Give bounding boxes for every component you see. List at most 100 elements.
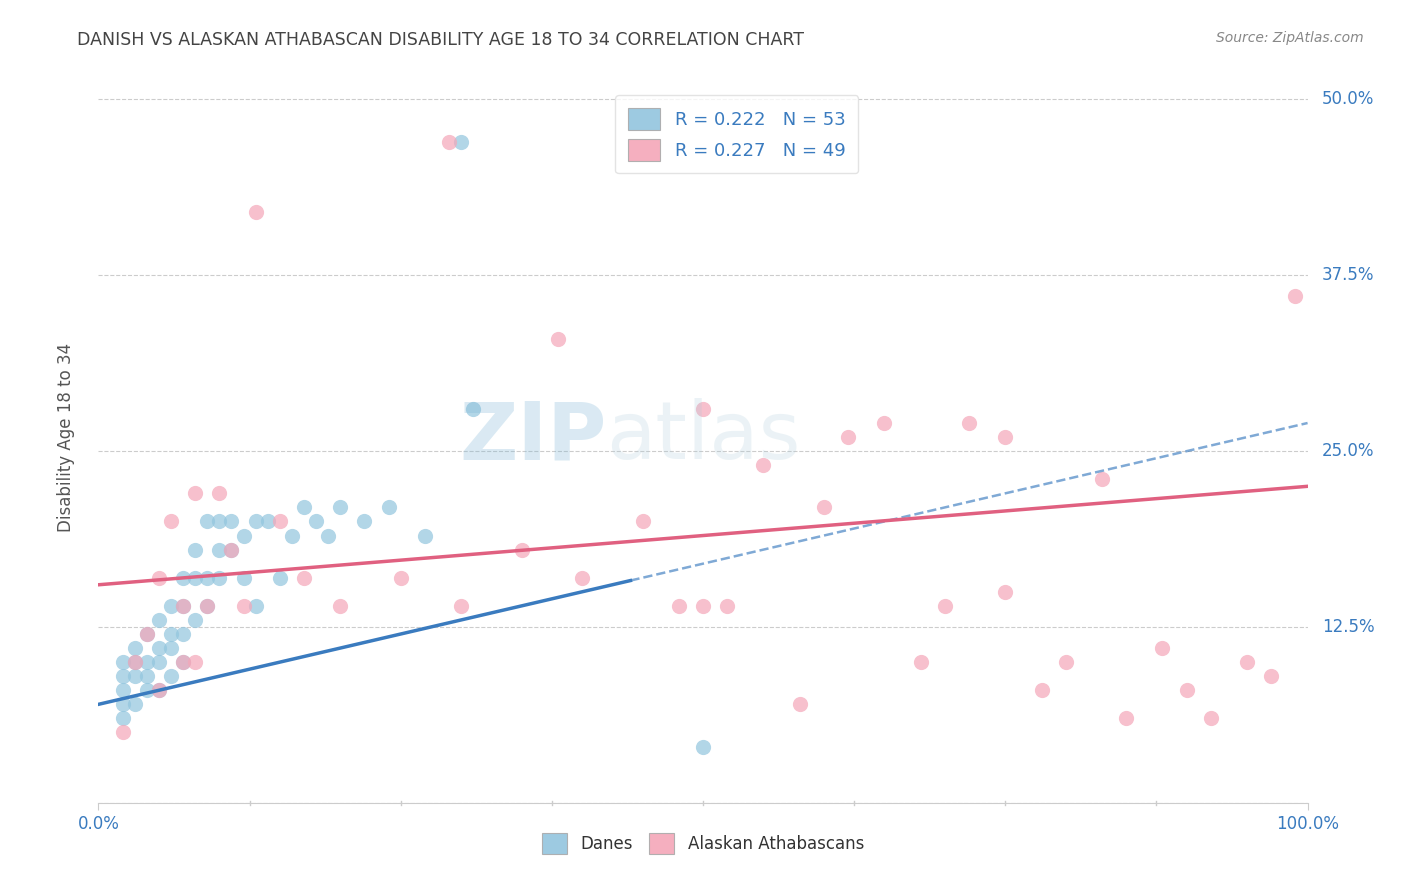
Point — [1091, 472, 1114, 486]
Point — [111, 683, 134, 698]
Point — [195, 515, 218, 529]
Point — [692, 599, 714, 613]
Point — [837, 430, 859, 444]
Point — [172, 627, 194, 641]
Point — [292, 500, 315, 515]
Point — [1199, 711, 1222, 725]
Point — [789, 698, 811, 712]
Text: 37.5%: 37.5% — [1322, 267, 1375, 285]
Text: atlas: atlas — [606, 398, 800, 476]
Point — [124, 669, 146, 683]
Point — [148, 613, 170, 627]
Point — [124, 655, 146, 669]
Point — [184, 542, 207, 557]
Point — [232, 528, 254, 542]
Text: 50.0%: 50.0% — [1322, 90, 1375, 109]
Point — [692, 401, 714, 416]
Point — [353, 515, 375, 529]
Y-axis label: Disability Age 18 to 34: Disability Age 18 to 34 — [56, 343, 75, 532]
Point — [994, 584, 1017, 599]
Point — [160, 599, 183, 613]
Point — [208, 571, 231, 585]
Point — [813, 500, 835, 515]
Point — [172, 655, 194, 669]
Point — [148, 655, 170, 669]
Point — [184, 571, 207, 585]
Point — [135, 655, 157, 669]
Point — [450, 599, 472, 613]
Point — [172, 599, 194, 613]
Point — [172, 571, 194, 585]
Point — [716, 599, 738, 613]
Point — [221, 515, 243, 529]
Point — [135, 683, 157, 698]
Point — [111, 725, 134, 739]
Point — [208, 515, 231, 529]
Point — [269, 515, 291, 529]
Point — [631, 515, 654, 529]
Point — [873, 416, 896, 430]
Point — [752, 458, 775, 473]
Point — [135, 627, 157, 641]
Point — [195, 599, 218, 613]
Point — [184, 655, 207, 669]
Point — [1175, 683, 1198, 698]
Point — [135, 669, 157, 683]
Point — [208, 542, 231, 557]
Point — [111, 669, 134, 683]
Text: ZIP: ZIP — [458, 398, 606, 476]
Point — [692, 739, 714, 754]
Point — [668, 599, 690, 613]
Point — [148, 641, 170, 656]
Point — [994, 430, 1017, 444]
Point — [510, 542, 533, 557]
Point — [160, 627, 183, 641]
Point — [208, 486, 231, 500]
Point — [172, 655, 194, 669]
Point — [463, 401, 485, 416]
Point — [245, 205, 267, 219]
Point — [111, 711, 134, 725]
Point — [450, 135, 472, 149]
Point — [1284, 289, 1306, 303]
Point — [160, 669, 183, 683]
Point — [1054, 655, 1077, 669]
Point — [124, 655, 146, 669]
Point — [1236, 655, 1258, 669]
Text: 25.0%: 25.0% — [1322, 442, 1375, 460]
Point — [195, 599, 218, 613]
Point — [148, 683, 170, 698]
Point — [135, 627, 157, 641]
Text: 12.5%: 12.5% — [1322, 618, 1375, 636]
Point — [195, 571, 218, 585]
Point — [184, 613, 207, 627]
Point — [957, 416, 980, 430]
Point — [245, 599, 267, 613]
Point — [1031, 683, 1053, 698]
Point — [413, 528, 436, 542]
Point — [256, 515, 278, 529]
Point — [245, 515, 267, 529]
Point — [160, 515, 183, 529]
Point — [232, 599, 254, 613]
Point — [269, 571, 291, 585]
Point — [292, 571, 315, 585]
Point — [329, 599, 352, 613]
Point — [232, 571, 254, 585]
Point — [934, 599, 956, 613]
Point — [124, 641, 146, 656]
Text: Source: ZipAtlas.com: Source: ZipAtlas.com — [1216, 31, 1364, 45]
Point — [1115, 711, 1137, 725]
Point — [221, 542, 243, 557]
Point — [389, 571, 412, 585]
Point — [437, 135, 460, 149]
Point — [1152, 641, 1174, 656]
Point — [571, 571, 593, 585]
Point — [305, 515, 328, 529]
Point — [160, 641, 183, 656]
Point — [910, 655, 932, 669]
Point — [111, 698, 134, 712]
Point — [184, 486, 207, 500]
Point — [221, 542, 243, 557]
Point — [547, 332, 569, 346]
